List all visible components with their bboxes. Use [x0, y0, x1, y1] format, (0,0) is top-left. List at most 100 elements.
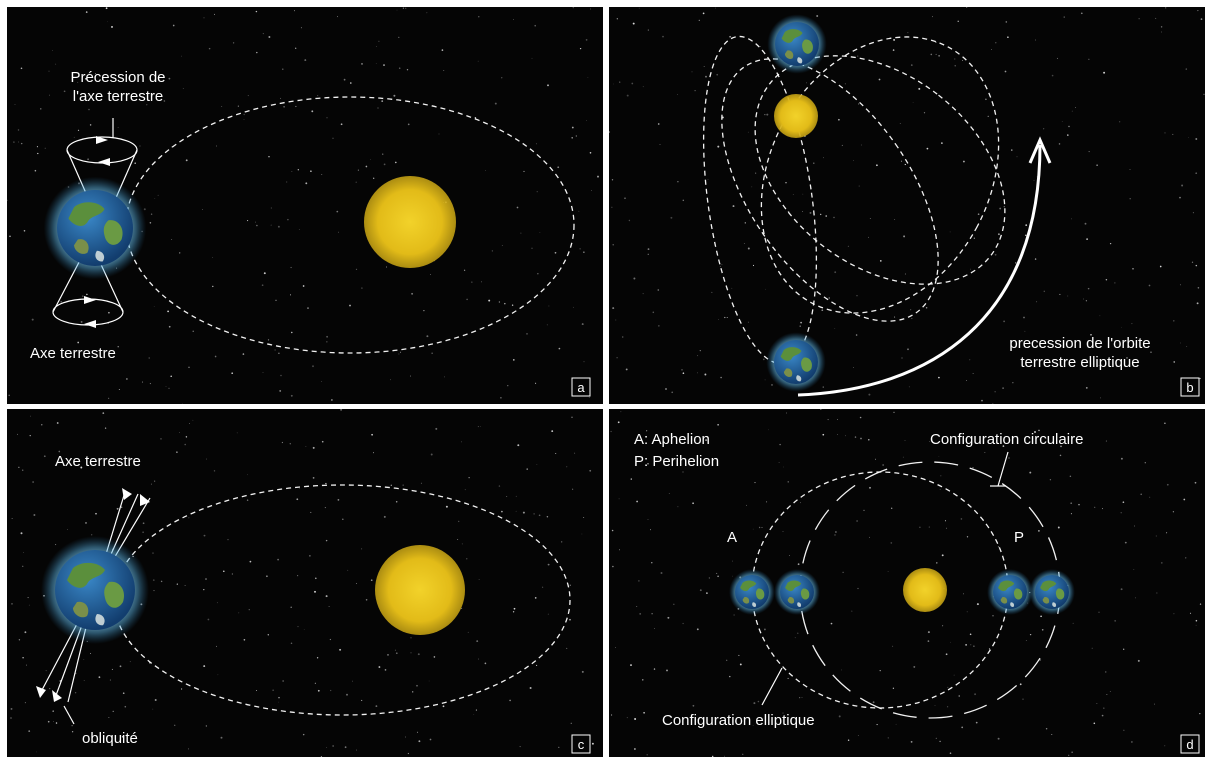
star: [40, 108, 42, 110]
star: [1123, 729, 1125, 731]
star: [179, 252, 181, 254]
star: [474, 117, 477, 119]
star: [611, 179, 614, 181]
star: [1159, 265, 1162, 268]
star: [1080, 12, 1083, 15]
star: [651, 562, 653, 564]
star: [27, 597, 29, 599]
sun: [774, 94, 818, 138]
star: [941, 554, 944, 557]
star: [763, 628, 766, 631]
star: [47, 720, 50, 723]
star: [638, 580, 640, 582]
earth-perihelion-2: [1029, 569, 1075, 615]
star: [80, 466, 83, 469]
star: [699, 589, 702, 592]
label-circular: Configuration circulaire: [930, 431, 1083, 448]
star: [150, 483, 152, 485]
star: [647, 29, 649, 31]
star: [1195, 619, 1198, 622]
star: [937, 248, 939, 250]
star: [300, 27, 302, 29]
star: [149, 222, 152, 224]
star: [182, 88, 184, 89]
star: [310, 511, 312, 513]
star: [579, 47, 582, 50]
star: [757, 700, 760, 703]
star: [361, 287, 363, 289]
star: [708, 577, 711, 579]
star: [918, 87, 921, 90]
star: [143, 208, 146, 211]
star: [500, 396, 502, 399]
star: [697, 372, 698, 374]
star: [758, 526, 761, 529]
star: [590, 8, 591, 10]
precession-arrow: [797, 144, 1042, 397]
star: [876, 164, 878, 167]
star: [411, 292, 414, 295]
star: [237, 105, 239, 107]
star: [696, 628, 699, 631]
panel-tag-box: [1180, 377, 1200, 397]
star: [18, 141, 20, 143]
star: [188, 366, 190, 369]
star: [554, 251, 557, 254]
star: [647, 463, 649, 465]
star: [371, 433, 373, 436]
star: [383, 515, 386, 518]
star: [378, 40, 380, 42]
star: [274, 349, 276, 351]
star: [855, 334, 858, 336]
star: [1075, 107, 1076, 108]
star: [766, 501, 768, 503]
star: [316, 657, 319, 659]
star: [1155, 17, 1157, 19]
star: [154, 198, 156, 200]
star: [895, 723, 897, 725]
star: [842, 571, 844, 573]
star: [1166, 483, 1169, 486]
star: [281, 441, 283, 444]
star: [857, 55, 859, 57]
star: [841, 144, 843, 146]
star: [302, 733, 305, 736]
star: [8, 394, 10, 397]
star: [272, 689, 274, 691]
star: [731, 287, 733, 289]
star: [290, 294, 291, 296]
star: [1131, 741, 1133, 743]
panel-d: A: Aphelion P: Perihelion Configuration …: [634, 431, 1200, 754]
star: [657, 289, 660, 291]
star: [951, 437, 953, 439]
star: [168, 387, 170, 389]
star: [626, 717, 628, 719]
star: [910, 740, 913, 743]
star: [90, 652, 91, 654]
panel-tag-box: [1180, 734, 1200, 754]
star: [809, 211, 812, 214]
star: [152, 579, 155, 581]
star: [746, 504, 748, 506]
star: [256, 224, 258, 227]
star: [792, 194, 794, 195]
star: [907, 348, 909, 351]
star: [154, 699, 157, 701]
star: [981, 399, 983, 402]
star: [1126, 357, 1128, 359]
star: [466, 558, 468, 560]
star: [1197, 287, 1200, 289]
label-elliptic: Configuration elliptique: [662, 712, 815, 729]
star: [443, 376, 445, 378]
star: [126, 378, 128, 380]
star: [1164, 745, 1166, 747]
star: [653, 668, 656, 670]
star: [1024, 234, 1027, 237]
star: [761, 527, 763, 528]
star: [799, 325, 801, 327]
star: [517, 444, 520, 447]
star: [724, 755, 725, 757]
star: [393, 94, 396, 97]
star: [547, 613, 549, 615]
star: [743, 243, 745, 244]
